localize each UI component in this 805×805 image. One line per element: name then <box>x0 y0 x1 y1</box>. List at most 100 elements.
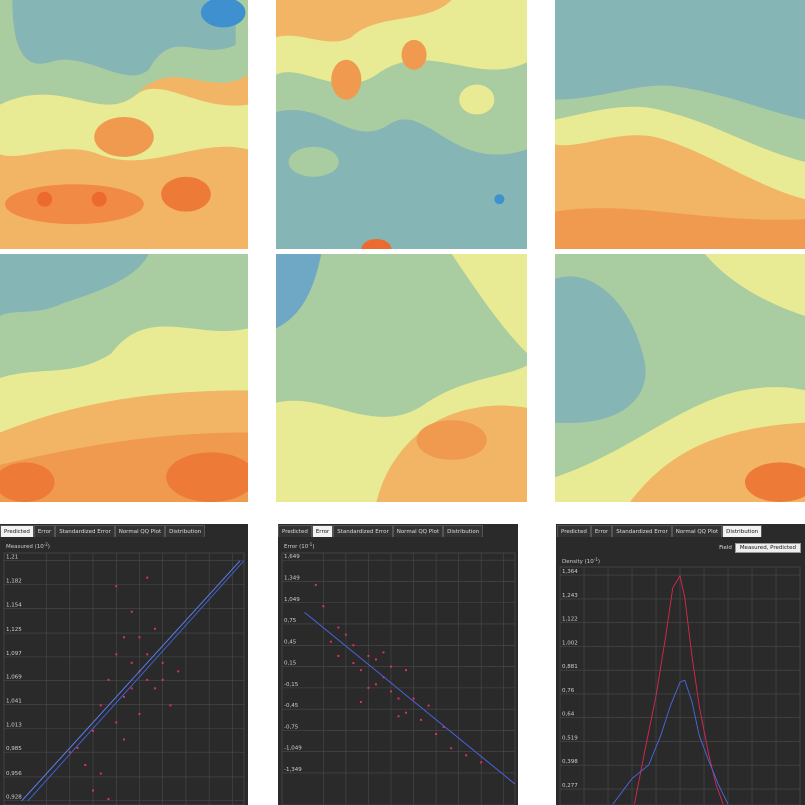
y-axis-label: Density (10-1) <box>562 557 600 565</box>
density-line <box>633 574 724 805</box>
y-axis-label-exponent: -2 <box>44 542 48 547</box>
point <box>480 761 483 764</box>
point <box>130 687 133 690</box>
point <box>359 669 362 672</box>
y-tick-label: 0,76 <box>562 688 575 694</box>
point <box>367 654 370 657</box>
point <box>442 725 445 728</box>
tab-bar: Predicted Error Standardized Error Normal Q… <box>0 525 206 537</box>
point <box>161 661 164 664</box>
map <box>0 254 248 502</box>
point <box>314 583 317 586</box>
point <box>115 653 118 656</box>
point <box>389 690 392 693</box>
point <box>92 729 95 732</box>
tab[interactable]: Normal QQ Plot <box>392 525 444 537</box>
tab[interactable]: Distribution <box>722 525 763 537</box>
point <box>337 654 340 657</box>
y-tick-label: 0,15 <box>284 661 297 667</box>
y-tick-label: -0,15 <box>284 682 299 688</box>
point <box>427 704 430 707</box>
point <box>405 711 408 714</box>
tab[interactable]: Error <box>590 525 613 537</box>
y-tick-label: -0,45 <box>284 703 299 709</box>
map <box>276 0 527 249</box>
map <box>276 254 527 502</box>
y-axis-label-close: ) <box>598 559 600 565</box>
y-tick-label: 1,182 <box>6 579 22 585</box>
fit-line <box>27 560 245 802</box>
point <box>352 662 355 665</box>
y-axis-label-exponent: -1 <box>308 542 312 547</box>
y-tick-label: 1,243 <box>562 593 578 599</box>
plot-frame <box>281 552 516 805</box>
point <box>146 653 149 656</box>
tab[interactable]: Predicted <box>0 525 34 537</box>
tab[interactable]: Normal QQ Plot <box>671 525 723 537</box>
point <box>76 746 79 749</box>
y-tick-label: 0,985 <box>6 746 22 752</box>
y-tick-label: 1,154 <box>6 602 22 608</box>
y-tick-label: -0,75 <box>284 724 299 730</box>
tab[interactable]: Standardized Error <box>333 525 393 537</box>
tab[interactable]: Error <box>311 525 334 537</box>
point <box>138 712 141 715</box>
point <box>123 636 125 639</box>
point <box>153 687 156 690</box>
y-tick-label: 1,069 <box>6 675 22 681</box>
point <box>99 704 102 707</box>
fit-line <box>304 611 516 785</box>
point <box>450 747 453 750</box>
y-tick-label: -1,049 <box>284 746 302 752</box>
point <box>337 626 340 629</box>
tab[interactable]: Distribution <box>165 525 206 537</box>
point <box>123 695 125 698</box>
point <box>389 665 392 668</box>
y-tick-label: 1,097 <box>6 651 22 657</box>
map <box>555 0 805 249</box>
tab[interactable]: Standardized Error <box>612 525 672 537</box>
y-tick-label: 0,519 <box>562 735 578 741</box>
point <box>397 715 400 718</box>
tab-bar: Predicted Error Standardized Error Normal Q… <box>278 525 484 537</box>
y-tick-label: 1,649 <box>284 554 300 560</box>
y-tick-label: 0,45 <box>284 639 297 645</box>
point <box>161 678 164 681</box>
point <box>374 683 377 686</box>
fit-line <box>21 560 241 802</box>
tab[interactable]: Normal QQ Plot <box>114 525 166 537</box>
panel <box>0 524 248 805</box>
point <box>344 633 347 636</box>
tab[interactable]: Predicted <box>278 525 312 537</box>
point <box>115 721 118 724</box>
point <box>412 697 415 700</box>
tab[interactable]: Standardized Error <box>55 525 115 537</box>
point <box>99 772 102 775</box>
point <box>405 669 408 672</box>
y-axis-label-exponent: -1 <box>594 557 598 562</box>
point <box>146 678 149 681</box>
y-tick-label: 1,349 <box>284 575 300 581</box>
point <box>435 733 438 736</box>
y-tick-label: 0,881 <box>562 664 578 670</box>
tab[interactable]: Distribution <box>443 525 484 537</box>
tab[interactable]: Error <box>33 525 56 537</box>
point <box>130 661 133 664</box>
tab[interactable]: Predicted <box>557 525 591 537</box>
point <box>130 610 133 613</box>
field-dropdown[interactable]: Measured, Predicted <box>734 543 801 553</box>
point <box>146 576 149 579</box>
y-tick-label: 1,122 <box>562 617 578 623</box>
y-tick-label: 1,21 <box>6 555 18 561</box>
panel <box>278 524 518 805</box>
point <box>107 798 110 801</box>
field-label: Field <box>719 545 732 551</box>
point <box>177 670 180 673</box>
point <box>359 701 362 704</box>
point <box>169 704 172 707</box>
map <box>555 254 805 502</box>
map <box>0 0 248 249</box>
point <box>92 789 95 792</box>
y-tick-label: 0,64 <box>562 712 575 718</box>
